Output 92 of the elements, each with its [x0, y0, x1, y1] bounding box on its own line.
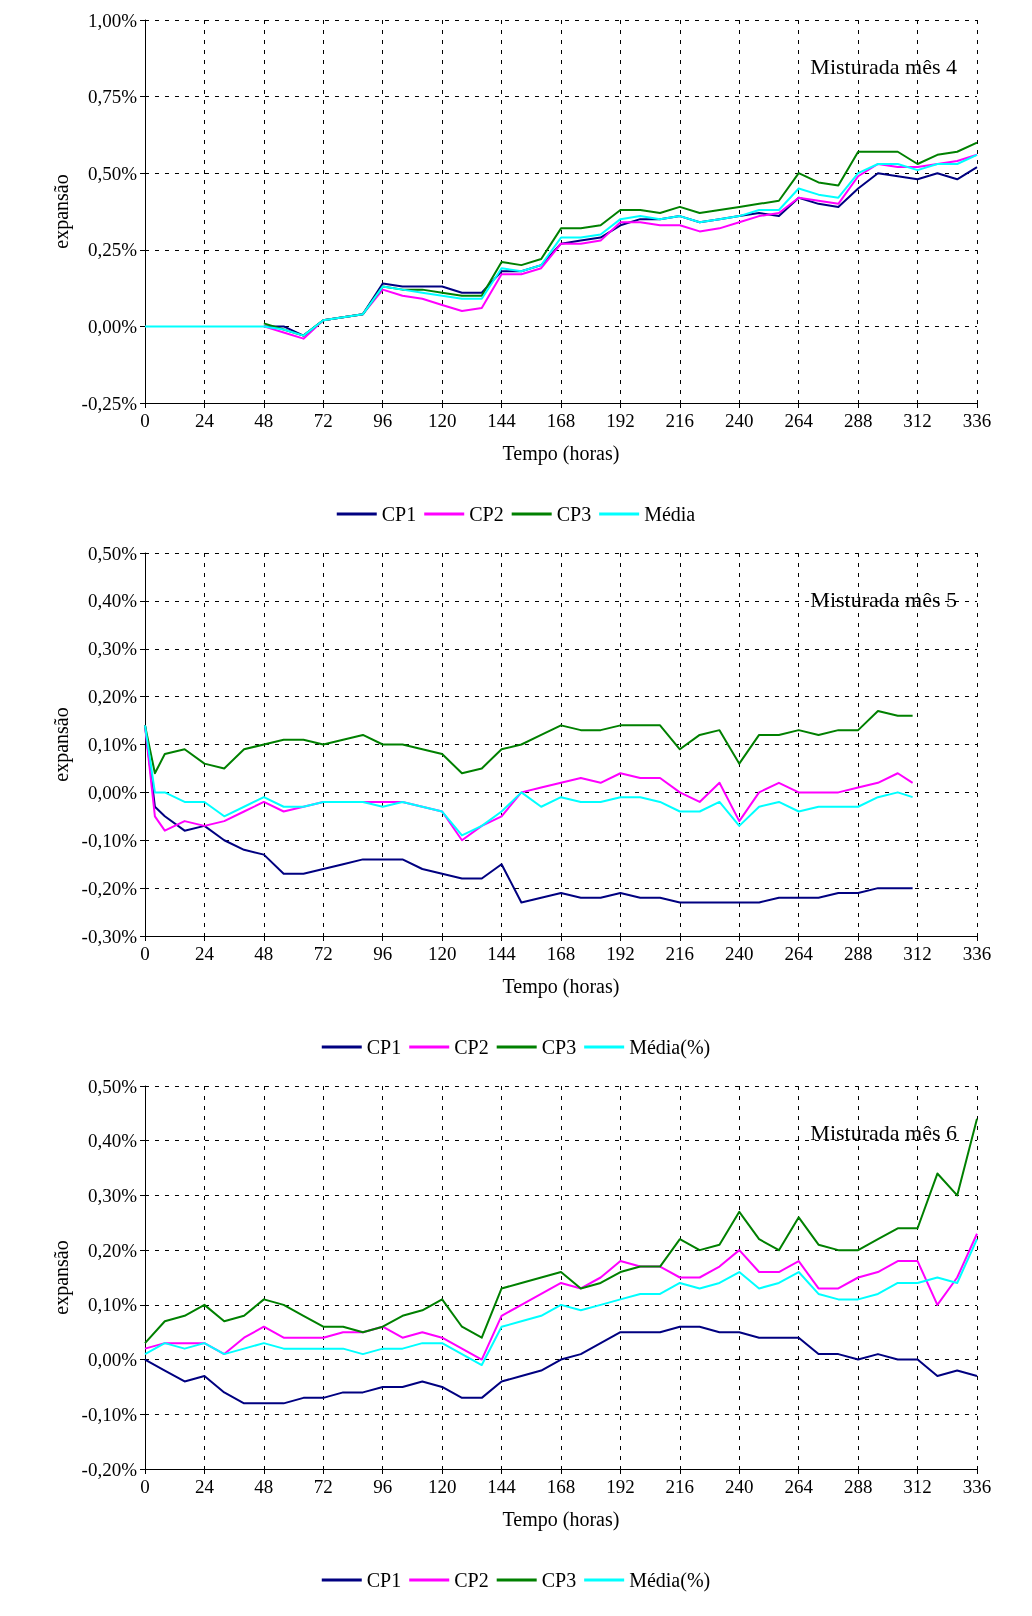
legend-label: CP1	[366, 1569, 402, 1591]
x-tick-label: 24	[194, 943, 215, 964]
legend-label: Média(%)	[629, 1036, 711, 1059]
legend-label: CP2	[469, 503, 504, 525]
text: Misturada mês 6	[810, 1119, 958, 1145]
x-tick-label: 72	[313, 410, 333, 431]
y-tick-label: -0,25%	[81, 392, 138, 414]
x-tick-label: 24	[194, 1476, 215, 1497]
y-tick-label: 0,40%	[87, 590, 138, 612]
x-tick-label: 72	[313, 943, 333, 964]
y-tick-label: 0,30%	[87, 1184, 138, 1206]
x-tick-label: 144	[487, 410, 517, 431]
x-tick-label: 72	[313, 1476, 333, 1497]
x-tick-label: 0	[140, 943, 150, 964]
x-tick-label: 192	[606, 410, 635, 431]
y-tick-label: 0,20%	[87, 1239, 138, 1261]
y-tick-label: 0,20%	[87, 686, 138, 708]
legend-label: CP2	[454, 1036, 489, 1058]
x-tick-label: 120	[427, 410, 457, 431]
x-tick-label: 96	[373, 410, 393, 431]
x-axis-title: Tempo (horas)	[502, 975, 620, 998]
legend-label: Média	[644, 503, 696, 525]
y-tick-label: -0,20%	[81, 877, 138, 899]
y-tick-label: 0,00%	[87, 1349, 138, 1371]
line-series	[144, 709, 914, 775]
x-tick-label: 312	[903, 943, 932, 964]
y-tick-label: 0,25%	[87, 239, 138, 261]
x-tick-label: 48	[254, 410, 274, 431]
x-tick-label: 192	[606, 1476, 635, 1497]
y-axis-title: expansão	[49, 174, 73, 249]
line-series	[144, 153, 978, 337]
x-tick-label: 168	[546, 943, 576, 964]
x-tick-label: 96	[373, 1476, 393, 1497]
y-tick-label: 0,40%	[87, 1130, 138, 1152]
x-tick-label: 48	[254, 1476, 274, 1497]
x-tick-label: 264	[784, 410, 814, 431]
y-tick-label: 0,50%	[87, 162, 138, 184]
x-tick-label: 96	[373, 943, 393, 964]
x-tick-label: 24	[194, 410, 215, 431]
y-tick-label: -0,10%	[81, 829, 138, 851]
line-series	[144, 1325, 978, 1405]
x-tick-label: 216	[665, 410, 695, 431]
y-tick-label: 0,10%	[87, 1294, 138, 1316]
x-tick-label: 120	[427, 1476, 457, 1497]
y-tick-label: -0,30%	[81, 925, 138, 947]
legend-label: CP2	[454, 1569, 489, 1591]
x-tick-label: 144	[487, 943, 517, 964]
x-tick-label: 240	[725, 1476, 754, 1497]
line-series	[144, 1117, 978, 1345]
x-tick-label: 192	[606, 943, 635, 964]
x-tick-label: 0	[140, 410, 150, 431]
x-tick-label: 288	[843, 410, 873, 431]
y-axis-title: expansão	[49, 1240, 73, 1315]
y-tick-label: 0,50%	[87, 542, 138, 564]
x-tick-label: 312	[903, 1476, 932, 1497]
legend-label: CP1	[366, 1036, 402, 1058]
x-tick-label: 336	[962, 410, 992, 431]
y-tick-label: 0,50%	[87, 1075, 138, 1097]
x-tick-label: 0	[140, 1476, 150, 1497]
x-tick-label: 240	[725, 943, 754, 964]
legend-label: CP3	[541, 1036, 577, 1058]
x-tick-label: 120	[427, 943, 457, 964]
x-tick-label: 288	[843, 1476, 873, 1497]
x-tick-label: 216	[665, 943, 695, 964]
x-tick-label: 336	[962, 943, 992, 964]
x-tick-label: 264	[784, 943, 814, 964]
x-tick-label: 168	[546, 410, 576, 431]
x-tick-label: 48	[254, 943, 274, 964]
x-tick-label: 312	[903, 410, 932, 431]
legend-label: CP1	[381, 503, 417, 525]
x-tick-label: 144	[487, 1476, 517, 1497]
x-tick-label: 216	[665, 1476, 695, 1497]
y-axis-title: expansão	[49, 707, 73, 782]
y-tick-label: 0,00%	[87, 781, 138, 803]
y-tick-label: 0,30%	[87, 638, 138, 660]
x-tick-label: 288	[843, 943, 873, 964]
legend-label: CP3	[556, 503, 592, 525]
y-tick-label: 0,00%	[87, 315, 138, 337]
y-tick-label: 0,10%	[87, 734, 138, 755]
x-tick-label: 336	[962, 1476, 992, 1497]
y-tick-label: -0,10%	[81, 1403, 138, 1425]
x-axis-title: Tempo (horas)	[502, 442, 620, 465]
x-tick-label: 168	[546, 1476, 576, 1497]
x-tick-label: 264	[784, 1476, 814, 1497]
y-tick-label: 0,75%	[87, 86, 138, 108]
y-tick-label: -0,20%	[81, 1458, 138, 1480]
x-tick-label: 240	[725, 410, 754, 431]
legend-label: Média(%)	[629, 1569, 711, 1592]
legend-label: CP3	[541, 1569, 577, 1591]
y-tick-label: 1,00%	[87, 9, 138, 31]
x-axis-title: Tempo (horas)	[502, 1508, 620, 1531]
text: Misturada mês 4	[810, 53, 958, 79]
